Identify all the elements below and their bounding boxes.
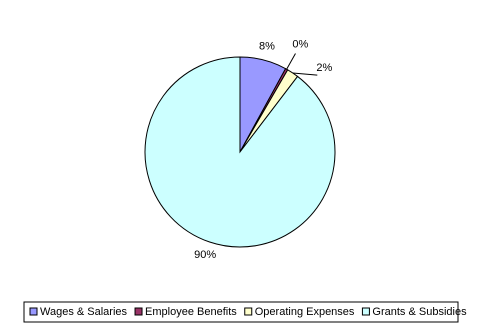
legend-swatch	[134, 307, 143, 316]
data-label: 2%	[316, 62, 332, 74]
data-label: 8%	[259, 40, 275, 52]
legend-box	[23, 301, 459, 323]
legend-label: Employee Benefits	[145, 306, 237, 318]
data-label: 0%	[292, 39, 308, 51]
legend-swatch	[244, 307, 253, 316]
pie-slice	[144, 56, 336, 248]
legend-swatch	[361, 307, 370, 316]
legend-swatch	[29, 307, 38, 316]
legend-label: Wages & Salaries	[40, 306, 128, 318]
leader-line	[286, 53, 296, 70]
leader-line	[292, 72, 318, 76]
data-label: 90%	[194, 249, 216, 261]
legend-label: Operating Expenses	[255, 306, 355, 318]
legend-label: Grants & Subsidies	[372, 306, 467, 318]
